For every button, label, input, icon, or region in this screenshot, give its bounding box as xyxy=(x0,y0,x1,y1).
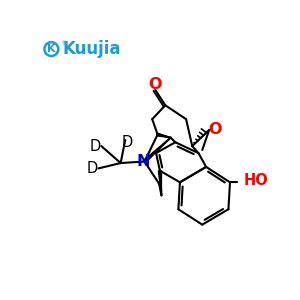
Polygon shape xyxy=(157,133,171,138)
Text: K: K xyxy=(47,44,56,54)
Text: O: O xyxy=(148,77,162,92)
Text: D: D xyxy=(86,161,98,176)
Text: Kuujia: Kuujia xyxy=(62,40,121,58)
Text: HO: HO xyxy=(244,173,268,188)
Polygon shape xyxy=(158,171,161,195)
Text: D: D xyxy=(90,139,101,154)
Text: ®: ® xyxy=(60,41,66,46)
Text: O: O xyxy=(208,122,221,137)
Text: N: N xyxy=(136,154,150,169)
Text: D: D xyxy=(121,135,132,150)
Polygon shape xyxy=(143,138,171,163)
